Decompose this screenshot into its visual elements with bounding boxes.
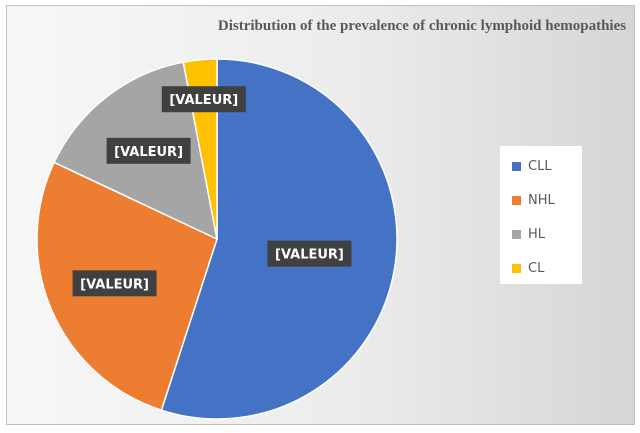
legend-item-nhl: NHL	[512, 192, 555, 208]
data-label-text: [VALEUR]	[169, 93, 238, 108]
data-label-box	[267, 240, 352, 267]
legend-swatch	[512, 161, 521, 171]
legend-swatch	[512, 195, 521, 205]
data-label-hl: [VALEUR]	[106, 137, 191, 164]
legend-item-cll: CLL	[512, 158, 552, 174]
legend-item-hl: HL	[512, 226, 545, 242]
legend-label: NHL	[528, 192, 555, 208]
legend-label: HL	[528, 226, 546, 242]
legend-label: CL	[528, 260, 545, 276]
legend-item-cl: CL	[512, 260, 544, 276]
data-label-cll: [VALEUR]	[267, 240, 352, 267]
data-label-text: [VALEUR]	[114, 145, 183, 160]
legend-label: CLL	[528, 158, 552, 174]
data-label-nhl: [VALEUR]	[72, 270, 157, 297]
data-label-box	[161, 86, 246, 113]
data-label-box	[72, 270, 157, 297]
legend: CLL NHL HL CL	[500, 146, 582, 284]
data-label-cl: [VALEUR]	[161, 86, 246, 113]
legend-swatch	[512, 229, 521, 239]
data-label-box	[106, 137, 191, 164]
pie-slice-cll	[160, 58, 398, 420]
pie-slices	[36, 58, 398, 420]
legend-swatch	[512, 263, 521, 273]
data-label-text: [VALEUR]	[275, 248, 344, 263]
pie-chart: [VALEUR] [VALEUR] [VALEUR] [VALEUR]	[36, 58, 398, 420]
pie-data-labels: [VALEUR] [VALEUR] [VALEUR] [VALEUR]	[72, 86, 352, 297]
data-label-text: [VALEUR]	[80, 277, 149, 292]
chart-title: Distribution of the prevalence of chroni…	[217, 18, 627, 34]
chart-area: Distribution of the prevalence of chroni…	[6, 5, 635, 425]
